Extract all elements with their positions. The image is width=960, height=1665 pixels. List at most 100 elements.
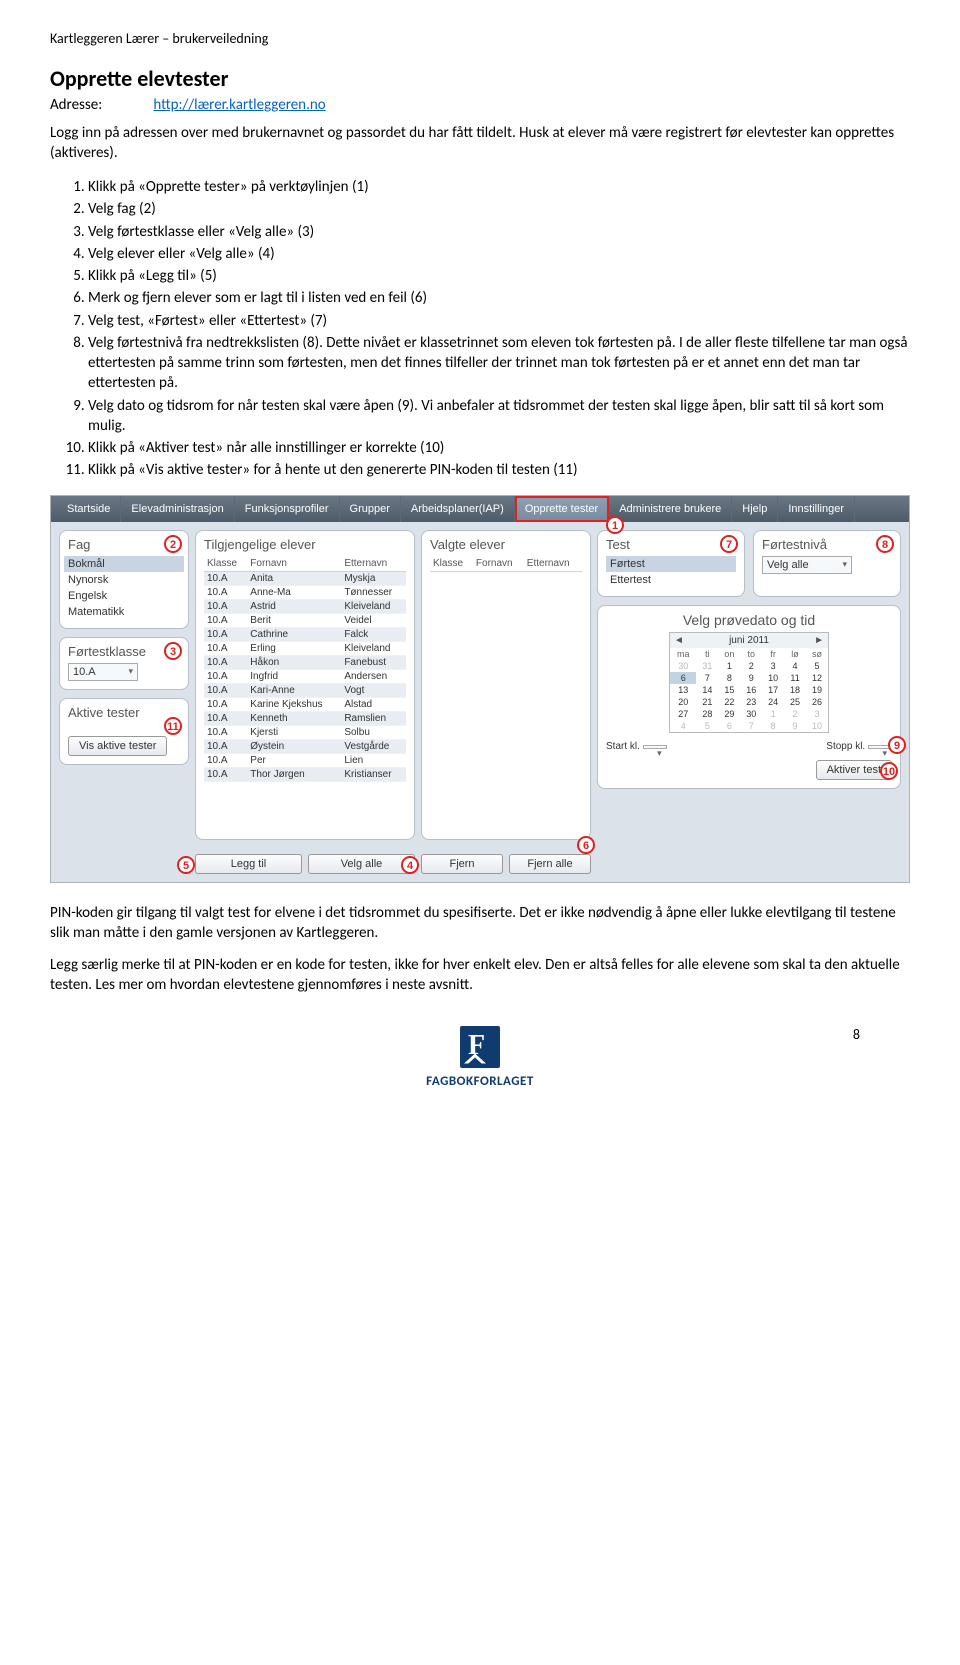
fjern-alle-button[interactable]: Fjern alle	[509, 854, 591, 874]
cal-next-icon[interactable]: ►	[814, 635, 824, 646]
para-pin: PIN-koden gir tilgang til valgt test for…	[50, 903, 910, 944]
niveau-dropdown[interactable]: Velg alle	[762, 556, 852, 574]
step-item: Velg dato og tidsrom for når testen skal…	[88, 396, 910, 437]
cal-day[interactable]: 22	[718, 696, 740, 708]
address-link[interactable]: http://lærer.kartleggeren.no	[153, 96, 325, 114]
cal-day[interactable]: 3	[806, 708, 828, 720]
table-row[interactable]: 10.AKjerstiSolbu	[204, 725, 406, 739]
cal-day[interactable]: 9	[740, 672, 762, 684]
cal-day[interactable]: 30	[670, 660, 696, 672]
menu-item-funksjonsprofiler[interactable]: Funksjonsprofiler	[235, 496, 340, 522]
cal-day[interactable]: 14	[696, 684, 718, 696]
selected-table[interactable]: KlasseFornavnEtternavn	[430, 556, 582, 572]
cal-day[interactable]: 30	[740, 708, 762, 720]
cal-day[interactable]: 8	[762, 720, 784, 732]
table-row[interactable]: 10.AErlingKleiveland	[204, 641, 406, 655]
menu-item-grupper[interactable]: Grupper	[340, 496, 401, 522]
cal-day[interactable]: 12	[806, 672, 828, 684]
cal-day[interactable]: 6	[718, 720, 740, 732]
cal-day[interactable]: 4	[670, 720, 696, 732]
menu-item-innstillinger[interactable]: Innstillinger	[778, 496, 855, 522]
fag-item[interactable]: Nynorsk	[68, 572, 180, 588]
test-item[interactable]: Førtest	[606, 556, 736, 572]
annot-1: 1	[606, 516, 624, 534]
fag-item[interactable]: Matematikk	[68, 604, 180, 620]
table-row[interactable]: 10.APerLien	[204, 753, 406, 767]
menu-item-opprette-tester[interactable]: Opprette tester	[515, 496, 609, 522]
calendar[interactable]: ◄ juni 2011 ► mationtofrløsø303112345678…	[669, 632, 829, 733]
cal-day[interactable]: 7	[696, 672, 718, 684]
fag-item[interactable]: Engelsk	[68, 588, 180, 604]
cal-day[interactable]: 19	[806, 684, 828, 696]
table-row[interactable]: 10.AKari-AnneVogt	[204, 683, 406, 697]
step-item: Velg elever eller «Velg alle» (4)	[88, 244, 910, 264]
cal-day[interactable]: 3	[762, 660, 784, 672]
cal-day[interactable]: 1	[762, 708, 784, 720]
cal-day[interactable]: 8	[718, 672, 740, 684]
table-row[interactable]: 10.AAnne-MaTønnesser	[204, 585, 406, 599]
cal-day[interactable]: 24	[762, 696, 784, 708]
cal-prev-icon[interactable]: ◄	[674, 635, 684, 646]
cal-day[interactable]: 21	[696, 696, 718, 708]
annot-9: 9	[888, 736, 906, 754]
cal-day[interactable]: 31	[696, 660, 718, 672]
cal-day[interactable]: 7	[740, 720, 762, 732]
menu-item-hjelp[interactable]: Hjelp	[732, 496, 778, 522]
menu-item-elevadministrasjon[interactable]: Elevadministrasjon	[121, 496, 234, 522]
table-row[interactable]: 10.AIngfridAndersen	[204, 669, 406, 683]
cal-day[interactable]: 28	[696, 708, 718, 720]
cal-day[interactable]: 25	[784, 696, 806, 708]
panel-aktive-tester: 11 Aktive tester Vis aktive tester	[59, 698, 189, 765]
fag-item[interactable]: Bokmål	[64, 556, 184, 572]
logo-text: FAGBOKFORLAGET	[400, 1074, 560, 1089]
test-item[interactable]: Ettertest	[606, 572, 736, 588]
panel-date: Velg prøvedato og tid 9 ◄ juni 2011 ► ma…	[597, 605, 901, 789]
cal-day[interactable]: 6	[670, 672, 696, 684]
menu-item-startside[interactable]: Startside	[57, 496, 121, 522]
menu-item-arbeidsplaner-iap-[interactable]: Arbeidsplaner(IAP)	[401, 496, 515, 522]
fortestklasse-dropdown[interactable]: 10.A	[68, 663, 138, 681]
cal-day[interactable]: 1	[718, 660, 740, 672]
cal-day[interactable]: 2	[784, 708, 806, 720]
cal-day[interactable]: 4	[784, 660, 806, 672]
vis-aktive-tester-button[interactable]: Vis aktive tester	[68, 736, 167, 756]
cal-day[interactable]: 26	[806, 696, 828, 708]
cal-day[interactable]: 10	[806, 720, 828, 732]
cal-day[interactable]: 27	[670, 708, 696, 720]
cal-day[interactable]: 18	[784, 684, 806, 696]
table-row[interactable]: 10.AThor JørgenKristianser	[204, 767, 406, 781]
table-row[interactable]: 10.AØysteinVestgårde	[204, 739, 406, 753]
cal-day[interactable]: 13	[670, 684, 696, 696]
table-row[interactable]: 10.AAstridKleiveland	[204, 599, 406, 613]
cal-day[interactable]: 23	[740, 696, 762, 708]
cal-day[interactable]: 11	[784, 672, 806, 684]
velg-alle-button[interactable]: Velg alle	[308, 854, 415, 874]
logo-icon	[460, 1026, 500, 1068]
cal-day[interactable]: 2	[740, 660, 762, 672]
test-list[interactable]: FørtestEttertest	[606, 556, 736, 588]
cal-day[interactable]: 29	[718, 708, 740, 720]
step-item: Velg førtestklasse eller «Velg alle» (3)	[88, 222, 910, 242]
cal-day[interactable]: 10	[762, 672, 784, 684]
step-item: Velg test, «Førtest» eller «Ettertest» (…	[88, 311, 910, 331]
cal-day[interactable]: 15	[718, 684, 740, 696]
available-table[interactable]: KlasseFornavnEtternavn10.AAnitaMyskja10.…	[204, 556, 406, 782]
table-row[interactable]: 10.ABeritVeidel	[204, 613, 406, 627]
cal-day[interactable]: 16	[740, 684, 762, 696]
table-row[interactable]: 10.AHåkonFanebust	[204, 655, 406, 669]
legg-til-button[interactable]: Legg til	[195, 854, 302, 874]
menu-item-administrere-brukere[interactable]: Administrere brukere	[609, 496, 732, 522]
cal-day[interactable]: 5	[806, 660, 828, 672]
cal-day[interactable]: 17	[762, 684, 784, 696]
table-row[interactable]: 10.ACathrineFalck	[204, 627, 406, 641]
table-row[interactable]: 10.AKarine KjekshusAlstad	[204, 697, 406, 711]
cal-day[interactable]: 9	[784, 720, 806, 732]
cal-day[interactable]: 5	[696, 720, 718, 732]
fag-list[interactable]: BokmålNynorskEngelskMatematikk	[68, 556, 180, 620]
table-row[interactable]: 10.AAnitaMyskja	[204, 571, 406, 585]
step-item: Velg fag (2)	[88, 199, 910, 219]
fjern-button[interactable]: Fjern	[421, 854, 503, 874]
start-time-dropdown[interactable]	[643, 745, 667, 749]
table-row[interactable]: 10.AKennethRamslien	[204, 711, 406, 725]
cal-day[interactable]: 20	[670, 696, 696, 708]
